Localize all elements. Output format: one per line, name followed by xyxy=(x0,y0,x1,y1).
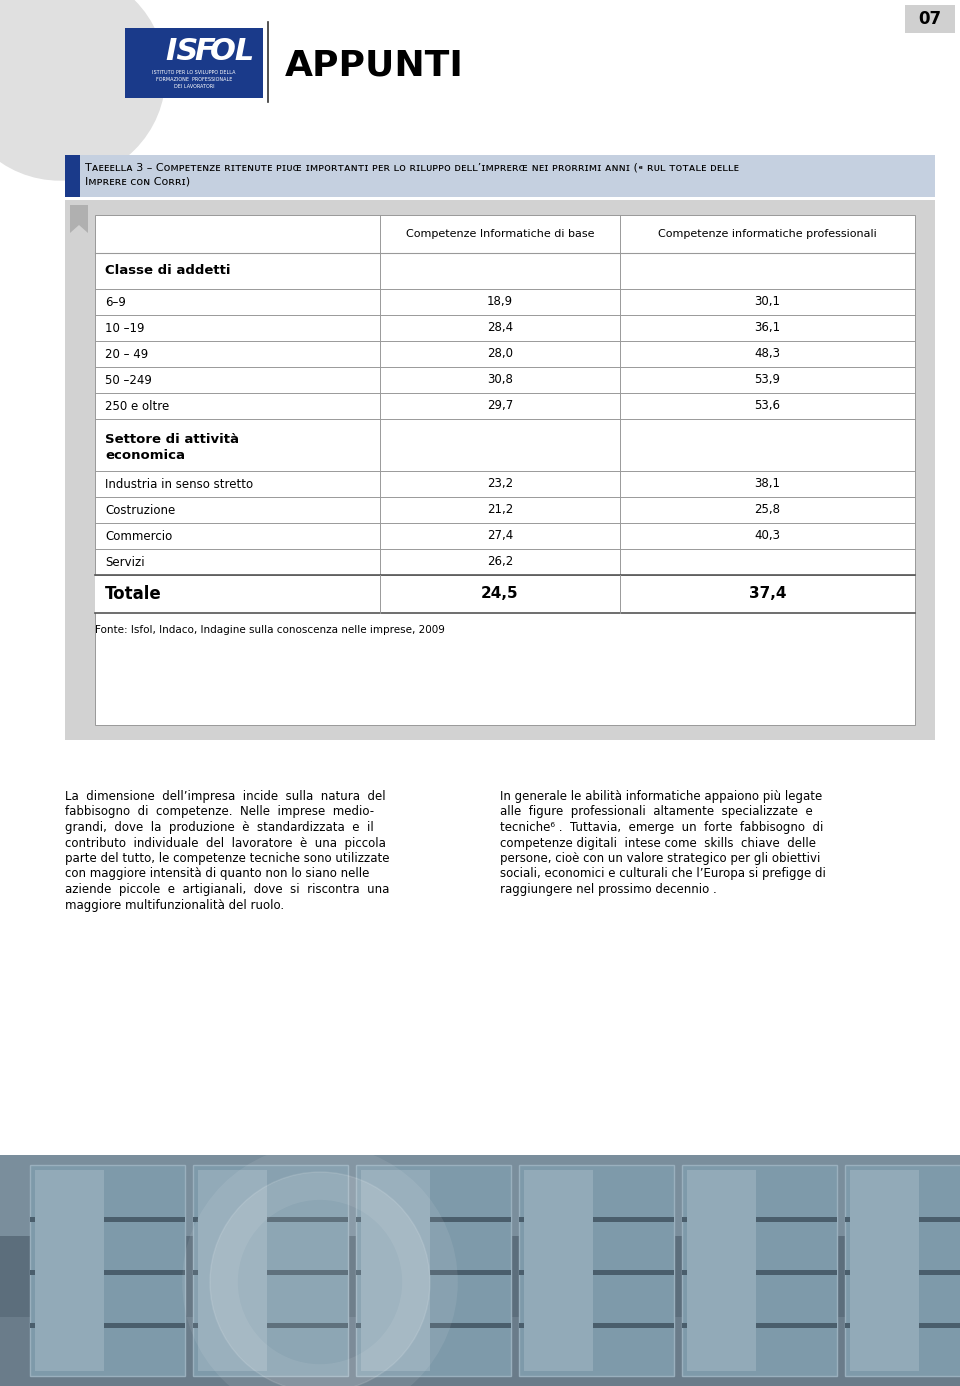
Text: 37,4: 37,4 xyxy=(749,586,786,602)
Text: Costruzione: Costruzione xyxy=(105,503,176,517)
FancyBboxPatch shape xyxy=(30,1270,185,1275)
Text: 07: 07 xyxy=(919,10,942,28)
Text: Settore di attività: Settore di attività xyxy=(105,432,239,446)
FancyBboxPatch shape xyxy=(30,1166,185,1376)
Text: Classe di addetti: Classe di addetti xyxy=(105,265,230,277)
FancyBboxPatch shape xyxy=(356,1324,511,1328)
Circle shape xyxy=(210,1173,430,1386)
Text: 25,8: 25,8 xyxy=(755,503,780,517)
FancyBboxPatch shape xyxy=(30,1217,185,1222)
Text: 30,8: 30,8 xyxy=(487,373,513,387)
Text: sociali, economici e culturali che l’Europa si prefigge di: sociali, economici e culturali che l’Eur… xyxy=(500,868,826,880)
Text: 18,9: 18,9 xyxy=(487,295,513,309)
Text: Competenze informatiche professionali: Competenze informatiche professionali xyxy=(659,229,876,238)
Text: maggiore multifunzionalità del ruolo.: maggiore multifunzionalità del ruolo. xyxy=(65,898,284,912)
Text: 27,4: 27,4 xyxy=(487,529,514,542)
Text: F: F xyxy=(194,37,215,67)
FancyBboxPatch shape xyxy=(845,1217,960,1222)
FancyBboxPatch shape xyxy=(0,1155,960,1236)
Text: 28,0: 28,0 xyxy=(487,348,513,360)
Text: 23,2: 23,2 xyxy=(487,478,513,491)
FancyBboxPatch shape xyxy=(95,575,915,613)
FancyBboxPatch shape xyxy=(198,1170,267,1371)
FancyBboxPatch shape xyxy=(845,1166,960,1376)
FancyBboxPatch shape xyxy=(95,215,915,725)
FancyBboxPatch shape xyxy=(193,1217,348,1222)
Text: Commercio: Commercio xyxy=(105,529,172,542)
FancyBboxPatch shape xyxy=(65,200,935,740)
Text: 53,9: 53,9 xyxy=(755,373,780,387)
Text: fabbisogno  di  competenze.  Nelle  imprese  medio-: fabbisogno di competenze. Nelle imprese … xyxy=(65,805,374,819)
Text: 26,2: 26,2 xyxy=(487,556,514,568)
FancyBboxPatch shape xyxy=(193,1166,348,1376)
Text: 6–9: 6–9 xyxy=(105,295,126,309)
Text: Totale: Totale xyxy=(105,585,161,603)
Text: IS: IS xyxy=(165,37,199,67)
Text: 29,7: 29,7 xyxy=(487,399,514,413)
FancyBboxPatch shape xyxy=(845,1324,960,1328)
Text: grandi,  dove  la  produzione  è  standardizzata  e  il: grandi, dove la produzione è standardizz… xyxy=(65,821,373,834)
Text: con maggiore intensità di quanto non lo siano nelle: con maggiore intensità di quanto non lo … xyxy=(65,868,370,880)
Text: parte del tutto, le competenze tecniche sono utilizzate: parte del tutto, le competenze tecniche … xyxy=(65,852,390,865)
Circle shape xyxy=(0,0,165,180)
FancyBboxPatch shape xyxy=(125,28,263,98)
Text: APPUNTI: APPUNTI xyxy=(285,49,464,82)
FancyBboxPatch shape xyxy=(356,1217,511,1222)
Text: In generale le abilità informatiche appaiono più legate: In generale le abilità informatiche appa… xyxy=(500,790,823,802)
FancyBboxPatch shape xyxy=(35,1170,104,1371)
FancyBboxPatch shape xyxy=(0,1236,960,1317)
Text: 20 – 49: 20 – 49 xyxy=(105,348,148,360)
FancyBboxPatch shape xyxy=(519,1217,674,1222)
FancyBboxPatch shape xyxy=(850,1170,919,1371)
FancyBboxPatch shape xyxy=(193,1270,348,1275)
Text: aziende  piccole  e  artigianali,  dove  si  riscontra  una: aziende piccole e artigianali, dove si r… xyxy=(65,883,390,895)
Text: 50 –249: 50 –249 xyxy=(105,373,152,387)
FancyBboxPatch shape xyxy=(519,1270,674,1275)
FancyBboxPatch shape xyxy=(682,1270,837,1275)
FancyBboxPatch shape xyxy=(193,1324,348,1328)
FancyBboxPatch shape xyxy=(30,1324,185,1328)
Polygon shape xyxy=(70,205,88,233)
FancyBboxPatch shape xyxy=(65,155,80,197)
FancyBboxPatch shape xyxy=(524,1170,593,1371)
Text: Servizi: Servizi xyxy=(105,556,145,568)
Text: raggiungere nel prossimo decennio .: raggiungere nel prossimo decennio . xyxy=(500,883,717,895)
FancyBboxPatch shape xyxy=(519,1324,674,1328)
Text: economica: economica xyxy=(105,449,185,462)
FancyBboxPatch shape xyxy=(905,6,955,33)
Text: 53,6: 53,6 xyxy=(755,399,780,413)
Text: La  dimensione  dell’impresa  incide  sulla  natura  del: La dimensione dell’impresa incide sulla … xyxy=(65,790,386,802)
Text: alle  figure  professionali  altamente  specializzate  e: alle figure professionali altamente spec… xyxy=(500,805,813,819)
Text: 21,2: 21,2 xyxy=(487,503,514,517)
FancyBboxPatch shape xyxy=(682,1166,837,1376)
Text: 24,5: 24,5 xyxy=(481,586,518,602)
FancyBboxPatch shape xyxy=(356,1166,511,1376)
FancyBboxPatch shape xyxy=(361,1170,430,1371)
FancyBboxPatch shape xyxy=(519,1166,674,1376)
Text: contributo  individuale  del  lavoratore  è  una  piccola: contributo individuale del lavoratore è … xyxy=(65,837,386,850)
Text: Fonte: Isfol, Indaco, Indagine sulla conoscenza nelle imprese, 2009: Fonte: Isfol, Indaco, Indagine sulla con… xyxy=(95,625,444,635)
FancyBboxPatch shape xyxy=(682,1324,837,1328)
Text: persone, cioè con un valore strategico per gli obiettivi: persone, cioè con un valore strategico p… xyxy=(500,852,821,865)
Text: 36,1: 36,1 xyxy=(755,322,780,334)
Text: 40,3: 40,3 xyxy=(755,529,780,542)
Text: competenze digitali  intese come  skills  chiave  delle: competenze digitali intese come skills c… xyxy=(500,837,816,850)
Text: Tᴀᴇᴇᴇʟʟᴀ 3 – Cᴏᴍᴘᴇᴛᴇɴᴢᴇ ʀɪᴛᴇɴᴜᴛᴇ ᴘɪᴜɶ ɪᴍᴘᴏʀᴛᴀɴᴛɪ ᴘᴇʀ ʟᴏ ʀɪʟᴜᴘᴘᴏ ᴅᴇʟʟ’ɪᴍᴘʀᴇʀɶ ɴᴇɪ: Tᴀᴇᴇᴇʟʟᴀ 3 – Cᴏᴍᴘᴇᴛᴇɴᴢᴇ ʀɪᴛᴇɴᴜᴛᴇ ᴘɪᴜɶ ɪᴍ… xyxy=(85,162,739,172)
FancyBboxPatch shape xyxy=(0,1317,960,1386)
Text: 250 e oltre: 250 e oltre xyxy=(105,399,169,413)
Text: 10 –19: 10 –19 xyxy=(105,322,145,334)
FancyBboxPatch shape xyxy=(356,1270,511,1275)
FancyBboxPatch shape xyxy=(65,155,935,197)
Text: ISTITUTO PER LO SVILUPPO DELLA
FORMAZIONE  PROFESSIONALE
DEI LAVORATORI: ISTITUTO PER LO SVILUPPO DELLA FORMAZION… xyxy=(153,71,236,89)
Text: Iᴍᴘʀᴇʀᴇ ᴄᴏɴ Cᴏʀʀɪ): Iᴍᴘʀᴇʀᴇ ᴄᴏɴ Cᴏʀʀɪ) xyxy=(85,177,190,187)
Text: Industria in senso stretto: Industria in senso stretto xyxy=(105,478,253,491)
Text: 48,3: 48,3 xyxy=(755,348,780,360)
FancyBboxPatch shape xyxy=(682,1217,837,1222)
FancyBboxPatch shape xyxy=(0,1155,960,1386)
Text: tecniche⁶ .  Tuttavia,  emerge  un  forte  fabbisogno  di: tecniche⁶ . Tuttavia, emerge un forte fa… xyxy=(500,821,824,834)
Text: Competenze Informatiche di base: Competenze Informatiche di base xyxy=(406,229,594,238)
Text: 30,1: 30,1 xyxy=(755,295,780,309)
Text: 28,4: 28,4 xyxy=(487,322,513,334)
Text: 38,1: 38,1 xyxy=(755,478,780,491)
